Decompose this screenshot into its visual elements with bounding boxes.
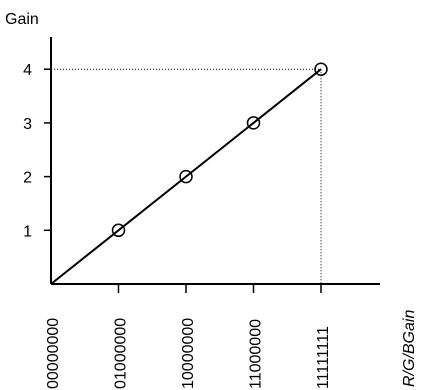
tick-marks <box>44 68 322 293</box>
x-tick-label: 11111111 <box>315 326 332 389</box>
data-point <box>111 223 126 238</box>
x-tick-label: 01000000 <box>113 318 130 389</box>
data-point <box>179 169 193 184</box>
data-point <box>246 116 261 130</box>
y-tick-label: 4 <box>23 62 32 79</box>
x-tick-label: 00000000 <box>45 318 62 389</box>
tick-labels: 1 2 3 4 00000000 01000000 10000000 11000000 1111… <box>23 62 332 389</box>
data-point <box>314 62 328 76</box>
series <box>50 62 328 285</box>
x-tick-label: 10000000 <box>180 318 197 389</box>
y-tick-label: 1 <box>23 223 32 240</box>
x-axis-label: R/G/BGain <box>401 310 418 387</box>
y-tick-label: 3 <box>23 116 32 133</box>
series-line <box>50 68 322 285</box>
y-tick-label: 2 <box>23 170 32 187</box>
y-axis-label: Gain <box>5 11 39 28</box>
x-tick-label: 11000000 <box>248 319 265 389</box>
guide-lines <box>51 68 322 284</box>
